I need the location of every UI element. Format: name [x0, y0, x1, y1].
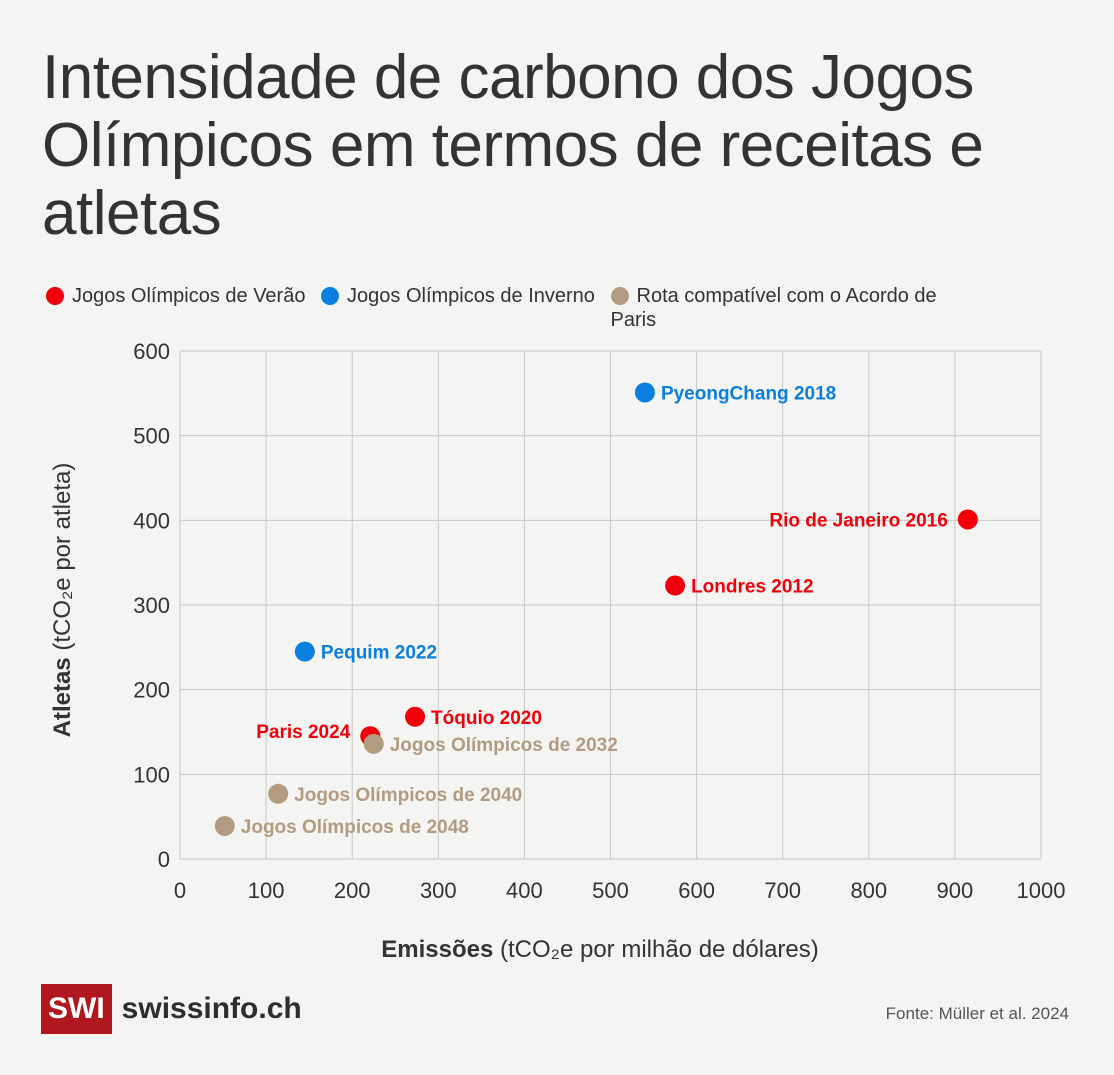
- y-tick-label: 500: [133, 424, 170, 449]
- y-tick-label: 0: [158, 847, 170, 872]
- legend-dot-icon: [610, 287, 629, 305]
- point-label: Londres 2012: [691, 577, 814, 598]
- data-point: Paris 2024: [256, 722, 381, 747]
- point-label: Jogos Olímpicos de 2040: [294, 785, 522, 806]
- x-tick-label: 300: [420, 878, 457, 903]
- x-tick-label: 900: [937, 878, 974, 903]
- legend-label: Rota compatível com o Acordo de Paris: [610, 285, 937, 331]
- grid: [179, 350, 1042, 860]
- data-point: Rio de Janeiro 2016: [769, 509, 978, 531]
- legend-item-winter: Jogos Olímpicos de Inverno: [321, 284, 595, 308]
- source-note: Fonte: Müller et al. 2024: [885, 1004, 1069, 1023]
- x-tick-label: 700: [764, 878, 801, 903]
- legend-item-summer: Jogos Olímpicos de Verão: [46, 284, 305, 308]
- legend: Jogos Olímpicos de Verão Jogos Olímpicos…: [46, 284, 1066, 332]
- point-label: Jogos Olímpicos de 2032: [390, 735, 618, 756]
- y-axis-label-rest: (tCO₂e por atleta): [49, 463, 76, 658]
- y-tick-label: 400: [133, 508, 170, 533]
- data-point: Jogos Olímpicos de 2032: [363, 733, 618, 756]
- logo-mark: SWI: [41, 984, 112, 1034]
- point-marker: [957, 509, 978, 530]
- chart-title: Intensidade de carbono dos Jogos Olímpic…: [42, 43, 984, 248]
- point-label: Jogos Olímpicos de 2048: [241, 817, 469, 838]
- x-tick-label: 100: [248, 878, 285, 903]
- point-marker: [634, 382, 655, 403]
- x-tick-label: 0: [174, 878, 186, 903]
- point-marker: [665, 575, 686, 596]
- legend-item-paris-route: Rota compatível com o Acordo de Paris: [610, 284, 961, 332]
- data-point: Jogos Olímpicos de 2040: [268, 783, 522, 806]
- data-point: Jogos Olímpicos de 2048: [214, 815, 469, 838]
- x-tick-label: 800: [850, 878, 887, 903]
- x-axis-label: Emissões (tCO₂e por milhão de dólares): [381, 936, 819, 963]
- x-tick-label: 500: [592, 878, 629, 903]
- legend-dot-icon: [321, 287, 340, 305]
- point-label: Paris 2024: [256, 722, 350, 743]
- y-tick-label: 300: [133, 593, 170, 618]
- point-label: Pequim 2022: [321, 643, 437, 664]
- point-marker: [268, 783, 289, 804]
- point-marker: [214, 815, 235, 836]
- point-label: PyeongChang 2018: [661, 383, 836, 404]
- point-marker: [363, 733, 384, 754]
- x-tick-label: 1000: [1017, 878, 1066, 903]
- y-tick-label: 200: [133, 678, 170, 703]
- data-point: PyeongChang 2018: [634, 382, 836, 404]
- data-point: Pequim 2022: [294, 641, 437, 664]
- x-tick-label: 600: [678, 878, 715, 903]
- legend-label: Jogos Olímpicos de Inverno: [347, 285, 595, 307]
- y-tick-label: 600: [133, 339, 170, 364]
- x-tick-label: 400: [506, 878, 543, 903]
- y-axis-label-bold: Atletas: [49, 657, 76, 737]
- data-points: PyeongChang 2018 Rio de Janeiro 2016 Londr…: [214, 382, 978, 838]
- point-label: Rio de Janeiro 2016: [769, 510, 947, 531]
- point-label: Tóquio 2020: [431, 708, 542, 729]
- legend-label: Jogos Olímpicos de Verão: [72, 285, 306, 307]
- point-marker: [405, 706, 426, 727]
- logo-name: swissinfo.ch: [121, 992, 302, 1025]
- x-axis-label-bold: Emissões: [381, 936, 493, 963]
- y-axis-label: Atletas (tCO₂e por atleta): [49, 463, 76, 738]
- data-point: Londres 2012: [665, 575, 814, 598]
- data-point: Tóquio 2020: [405, 706, 542, 729]
- x-tick-label: 200: [334, 878, 371, 903]
- swissinfo-logo: SWI swissinfo.ch: [41, 984, 302, 1034]
- tick-labels: 0 100 200 300 400 500 600 700 800 900 1000 0 100 200 3…: [133, 339, 1065, 903]
- x-axis-label-rest: (tCO₂e por milhão de dólares): [493, 936, 818, 963]
- legend-dot-icon: [46, 287, 64, 305]
- point-marker: [294, 641, 315, 662]
- y-tick-label: 100: [133, 762, 170, 787]
